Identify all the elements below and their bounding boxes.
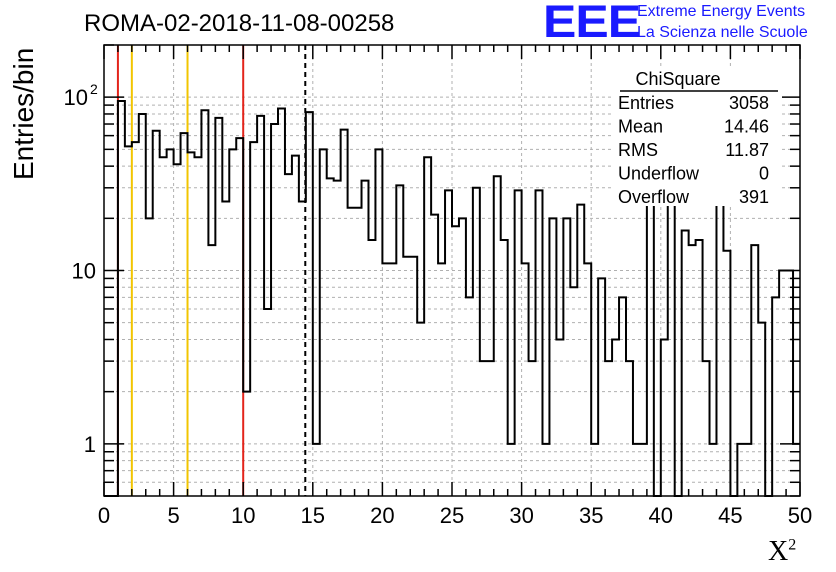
x-tick-label: 35 xyxy=(579,503,603,528)
chart-title: ROMA-02-2018-11-08-00258 xyxy=(84,10,395,37)
x-tick-label: 30 xyxy=(509,503,533,528)
stats-title: ChiSquare xyxy=(635,69,720,89)
stats-value: 14.46 xyxy=(724,117,769,137)
stats-value: 391 xyxy=(739,187,769,207)
logo-line-2: La Scienza nelle Scuole xyxy=(637,24,808,41)
stats-label: RMS xyxy=(618,140,658,160)
stats-value: 11.87 xyxy=(725,140,769,160)
y-tick-exponent: 2 xyxy=(90,81,98,97)
stats-box xyxy=(612,66,782,206)
x-tick-label: 20 xyxy=(370,503,394,528)
logo-line-1: Extreme Energy Events xyxy=(637,3,806,20)
stats-value: 0 xyxy=(759,164,769,184)
y-tick-label: 1 xyxy=(84,432,96,457)
x-tick-label: 15 xyxy=(301,503,325,528)
x-tick-label: 40 xyxy=(649,503,673,528)
x-tick-label: 50 xyxy=(788,503,812,528)
x-tick-label: 0 xyxy=(98,503,110,528)
eee-logo: EEE xyxy=(543,0,641,47)
stats-value: 3058 xyxy=(729,93,769,113)
x-tick-label: 45 xyxy=(718,503,742,528)
stats-label: Entries xyxy=(618,93,674,113)
stats-label: Overflow xyxy=(618,187,690,207)
x-tick-label: 25 xyxy=(440,503,464,528)
y-tick-label: 10 xyxy=(64,85,88,110)
x-tick-label: 10 xyxy=(231,503,255,528)
histogram-outline xyxy=(104,100,800,497)
x-tick-label: 5 xyxy=(167,503,179,528)
stats-label: Underflow xyxy=(618,164,700,184)
x-axis-label: X2 xyxy=(768,536,797,567)
y-tick-label: 10 xyxy=(72,259,96,284)
stats-label: Mean xyxy=(618,117,663,137)
